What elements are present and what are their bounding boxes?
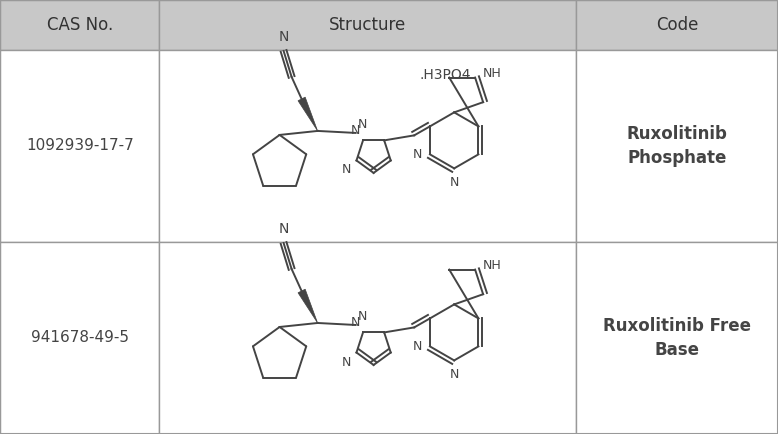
Text: N: N	[342, 355, 352, 368]
Text: N: N	[351, 125, 360, 138]
Bar	[0, 242, 159, 434]
Bar	[0, 0, 159, 50]
Text: Code: Code	[656, 16, 698, 34]
Text: Structure: Structure	[329, 16, 406, 34]
Polygon shape	[298, 97, 317, 131]
Bar	[576, 0, 778, 50]
Text: 1092939-17-7: 1092939-17-7	[26, 138, 134, 154]
Text: Ruxolitinib
Phosphate: Ruxolitinib Phosphate	[626, 125, 727, 167]
Bar	[576, 50, 778, 242]
Text: N: N	[351, 316, 360, 329]
Text: N: N	[358, 118, 367, 131]
Text: N: N	[450, 368, 459, 381]
Text: Ruxolitinib Free
Base: Ruxolitinib Free Base	[603, 317, 751, 359]
Text: N: N	[279, 30, 289, 44]
Bar	[159, 50, 576, 242]
Text: N: N	[450, 176, 459, 189]
Text: NH: NH	[483, 259, 502, 272]
Text: N: N	[358, 310, 367, 323]
Text: N: N	[412, 340, 422, 353]
Bar	[576, 242, 778, 434]
Text: N: N	[412, 148, 422, 161]
Bar	[159, 0, 576, 50]
Text: 941678-49-5: 941678-49-5	[31, 330, 128, 345]
Text: .H3PO4: .H3PO4	[419, 69, 471, 82]
Polygon shape	[298, 289, 317, 323]
Text: N: N	[342, 164, 352, 177]
Bar	[0, 50, 159, 242]
Bar	[159, 242, 576, 434]
Text: NH: NH	[483, 67, 502, 80]
Text: N: N	[279, 222, 289, 236]
Text: CAS No.: CAS No.	[47, 16, 113, 34]
